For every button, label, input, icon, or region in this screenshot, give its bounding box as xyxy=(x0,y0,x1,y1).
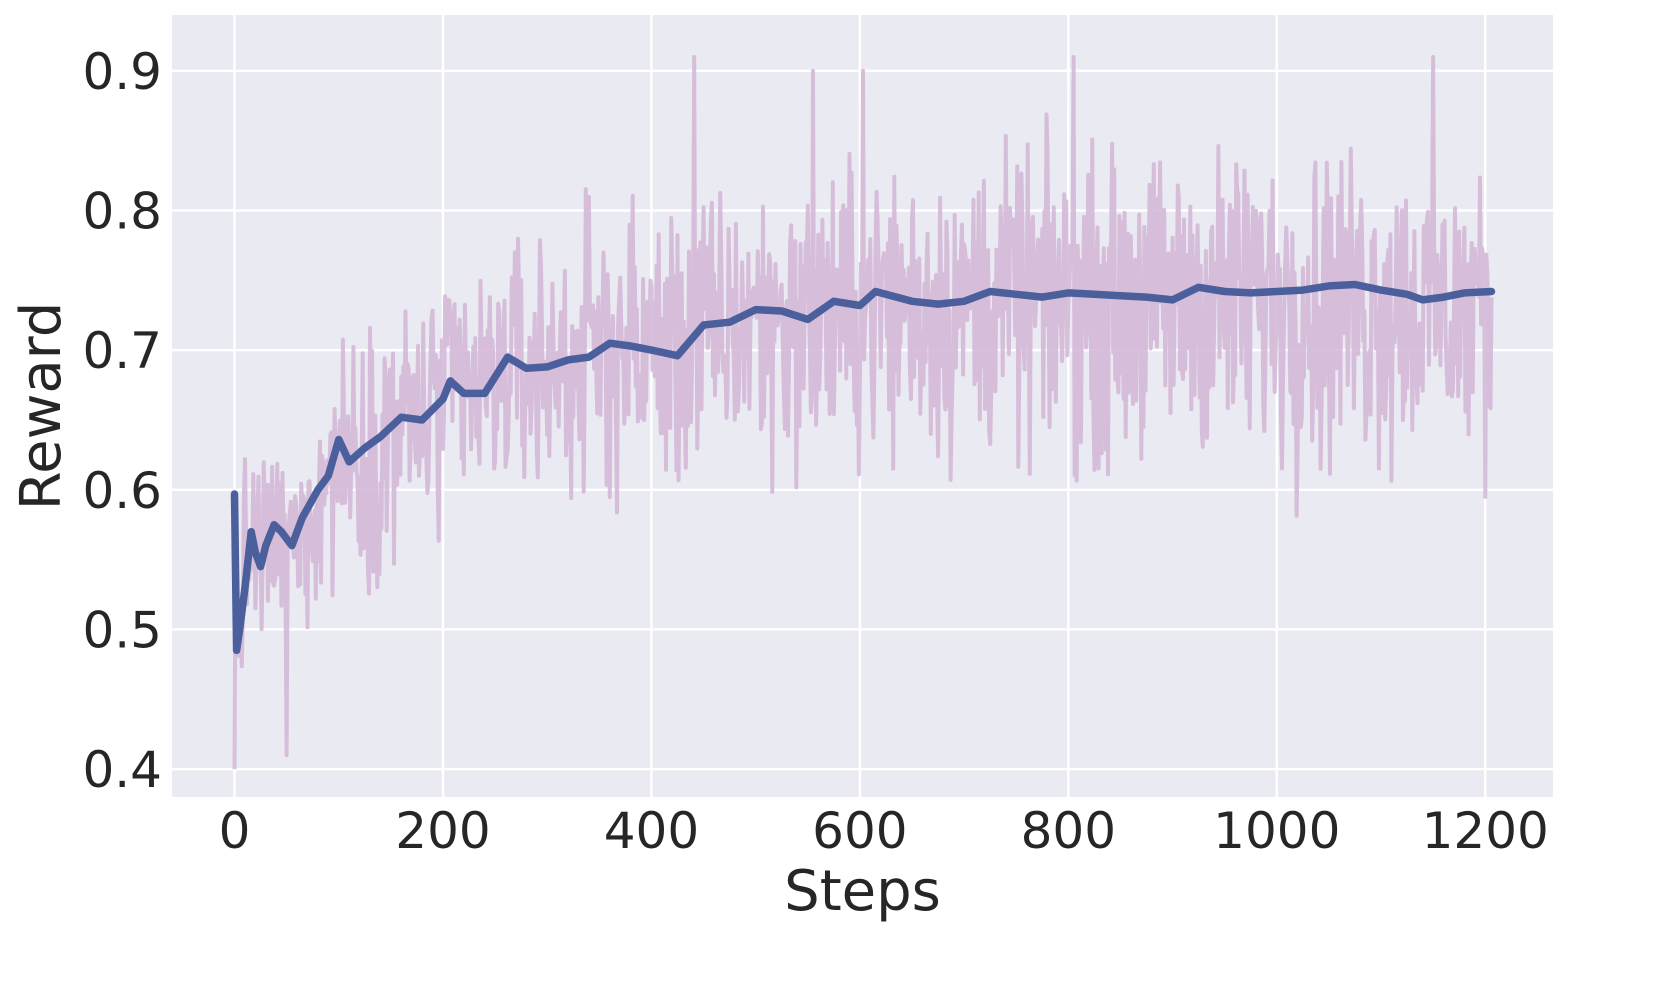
x-tick-label: 600 xyxy=(812,802,907,860)
x-axis-ticks: 0 200 400 600 800 1000 1200 xyxy=(219,802,1549,860)
x-axis-label: Steps xyxy=(784,859,941,924)
x-tick-label: 1200 xyxy=(1422,802,1549,860)
x-tick-label: 800 xyxy=(1021,802,1116,860)
smoothed-reward-line xyxy=(230,280,1496,655)
x-tick-label: 0 xyxy=(219,802,251,860)
y-tick-label: 0.7 xyxy=(82,322,162,380)
y-tick-label: 0.9 xyxy=(82,43,162,101)
y-tick-label: 0.4 xyxy=(82,741,162,799)
x-tick-label: 400 xyxy=(604,802,699,860)
y-tick-label: 0.6 xyxy=(82,462,162,520)
y-tick-label: 0.8 xyxy=(82,183,162,241)
raw-reward-series xyxy=(232,54,1494,770)
raw-reward-line xyxy=(232,54,1494,770)
x-tick-label: 1000 xyxy=(1213,802,1340,860)
x-tick-label: 200 xyxy=(395,802,490,860)
y-tick-label: 0.5 xyxy=(82,601,162,659)
y-axis-ticks: 0.4 0.5 0.6 0.7 0.8 0.9 xyxy=(82,43,162,799)
smoothed-reward-series xyxy=(230,280,1496,655)
y-axis-label: Reward xyxy=(9,302,74,511)
